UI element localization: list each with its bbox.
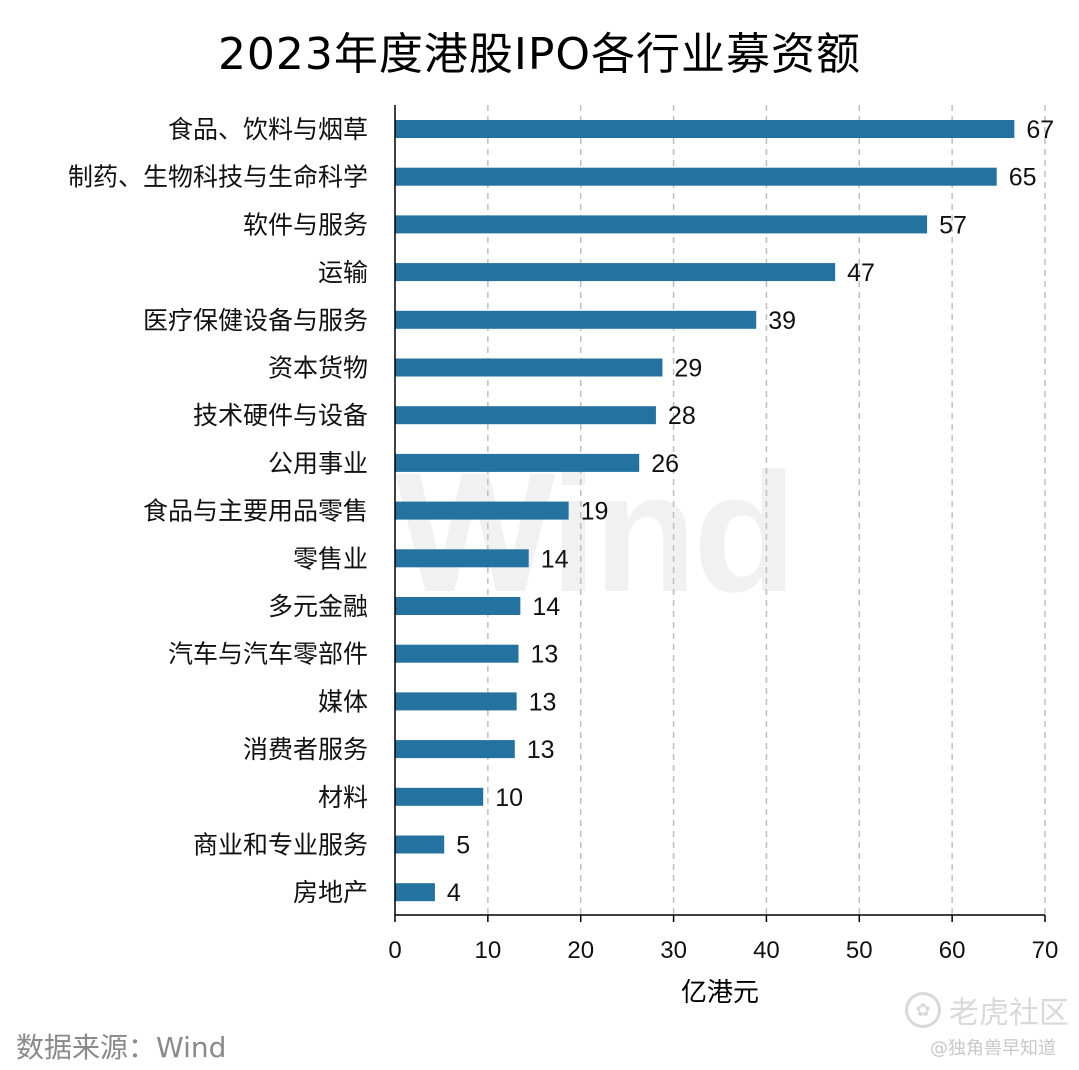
data-label: 5 [456, 832, 470, 860]
category-label: 资本货物 [268, 354, 368, 383]
category-label: 商业和专业服务 [193, 831, 368, 860]
data-label: 26 [651, 450, 679, 478]
bar [395, 644, 519, 663]
chart-title: 2023年度港股IPO各行业募资额 [217, 29, 862, 80]
source-note: 数据来源：Wind [16, 1031, 227, 1064]
category-label: 多元金融 [268, 592, 368, 621]
axes [394, 105, 1046, 922]
data-label: 13 [531, 641, 559, 669]
bar [395, 120, 1015, 138]
bar [395, 883, 435, 902]
category-label: 制药、生物科技与生命科学 [68, 163, 368, 192]
data-label: 4 [447, 879, 461, 907]
data-label: 47 [847, 259, 875, 287]
bar [395, 692, 517, 711]
data-label: 14 [541, 545, 569, 573]
bar [395, 597, 521, 615]
category-label: 汽车与汽车零部件 [168, 640, 368, 669]
logo-text: 老虎社区 [949, 996, 1069, 1031]
category-label: 材料 [318, 783, 368, 812]
category-label: 房地产 [293, 878, 368, 907]
bar-chart: 食品、饮料与烟草制药、生物科技与生命科学软件与服务运输医疗保健设备与服务资本货物… [68, 105, 1058, 964]
x-tick-label: 10 [475, 937, 502, 964]
bar [395, 549, 529, 568]
category-label: 消费者服务 [243, 735, 368, 764]
x-tick-label: 20 [567, 937, 594, 964]
bars [395, 120, 1015, 902]
bar [395, 835, 445, 854]
tiger-logo: ✿ 老虎社区 [905, 988, 1069, 1032]
data-label: 29 [674, 355, 702, 383]
data-label: 10 [495, 784, 523, 812]
data-label: 13 [529, 688, 557, 716]
bar [395, 167, 997, 186]
tiger-icon: ✿ [905, 992, 941, 1028]
data-label: 39 [768, 307, 796, 335]
x-tick-label: 30 [660, 937, 687, 964]
x-tick-label: 70 [1032, 937, 1059, 964]
data-label: 28 [668, 402, 696, 430]
category-label: 运输 [318, 258, 368, 287]
category-label: 媒体 [318, 687, 368, 716]
category-label: 零售业 [293, 544, 368, 573]
data-label: 65 [1009, 164, 1037, 192]
x-tick-label: 50 [846, 937, 873, 964]
data-label: 14 [532, 593, 560, 621]
bar [395, 263, 836, 282]
data-label: 67 [1026, 116, 1054, 144]
x-axis-label: 亿港元 [680, 978, 759, 1008]
bar [395, 215, 928, 234]
category-label: 食品、饮料与烟草 [168, 115, 368, 144]
category-label: 公用事业 [268, 449, 368, 478]
category-label: 技术硬件与设备 [193, 401, 368, 430]
data-label: 13 [527, 736, 555, 764]
bar [395, 787, 484, 806]
x-tick-label: 60 [939, 937, 966, 964]
x-tick-labels: 0 10 20 30 40 50 60 70 [388, 937, 1058, 964]
bar [395, 406, 656, 425]
category-label: 软件与服务 [243, 210, 368, 239]
grid-lines [487, 105, 1046, 915]
category-labels: 食品、饮料与烟草制药、生物科技与生命科学软件与服务运输医疗保健设备与服务资本货物… [68, 115, 368, 907]
bar [395, 453, 640, 472]
category-label: 食品与主要用品零售 [143, 497, 368, 526]
x-tick-label: 0 [388, 937, 401, 964]
bar [395, 358, 663, 377]
logo-handle: @独角兽早知道 [930, 1038, 1056, 1059]
data-label: 57 [939, 211, 967, 239]
x-tick-label: 40 [753, 937, 780, 964]
bar [395, 740, 515, 759]
bar [395, 501, 569, 520]
bar [395, 310, 757, 329]
category-label: 医疗保健设备与服务 [143, 306, 368, 335]
data-label: 19 [581, 498, 609, 526]
